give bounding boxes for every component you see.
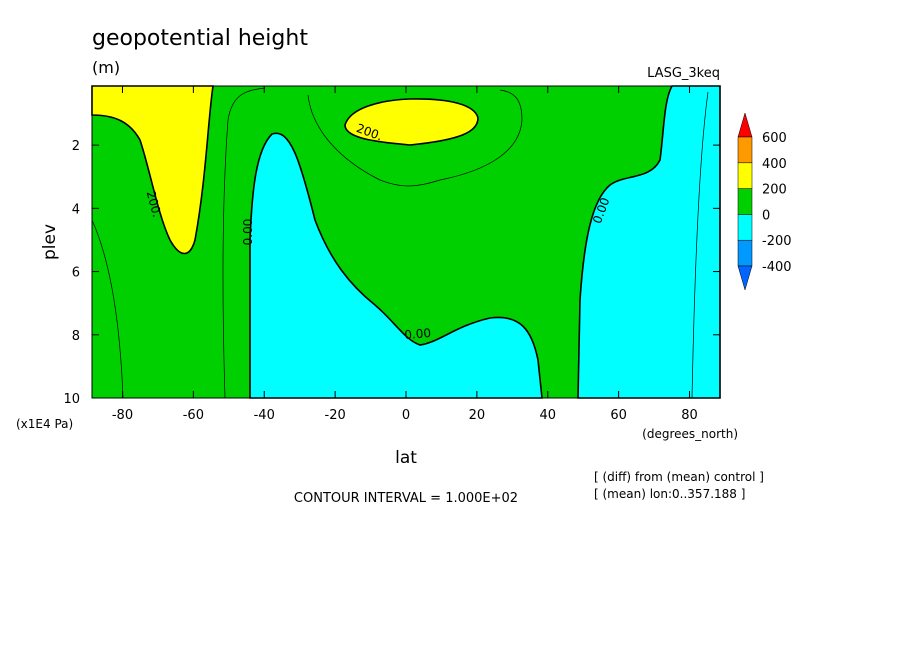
footnote: CONTOUR INTERVAL = 1.000E+02	[294, 491, 518, 506]
contour-label: 200.	[144, 189, 164, 218]
y-axis-units: (x1E4 Pa)	[16, 417, 73, 431]
x-tick-label: 20	[469, 408, 486, 423]
y-tick-label: 8	[72, 329, 80, 344]
chart-subtitle: (m)	[92, 58, 120, 77]
x-tick-label: 80	[681, 408, 698, 423]
x-tick-label: -80	[112, 408, 133, 423]
colorbar-label: 400	[762, 157, 787, 172]
region	[577, 85, 721, 399]
colorbar-box	[737, 136, 753, 164]
x-tick-label: 40	[539, 408, 556, 423]
colorbar-cap	[737, 265, 753, 291]
colorbar-label: -200	[762, 234, 792, 249]
y-tick-label: 2	[72, 139, 80, 154]
contour-line	[307, 89, 523, 187]
colorbar-label: 0	[762, 208, 770, 223]
x-tick-label: 0	[402, 408, 410, 423]
colorbar-label: -400	[762, 260, 792, 275]
x-tick-label: -60	[183, 408, 204, 423]
y-tick-label: 10	[63, 392, 80, 407]
contour-line	[691, 91, 709, 399]
x-tick-label: -20	[325, 408, 346, 423]
colorbar-box	[737, 162, 753, 189]
colorbar-box	[737, 188, 753, 215]
contour-label: 0.00	[241, 219, 255, 246]
y-tick-label: 6	[72, 266, 80, 281]
colorbar-cap	[737, 112, 753, 138]
contour-line	[222, 87, 266, 399]
contour-line	[91, 219, 124, 399]
x-axis-label: lat	[395, 448, 417, 468]
note: [ (mean) lon:0..357.188 ]	[594, 487, 745, 501]
chart-title: geopotential height	[92, 26, 308, 51]
y-axis-label: plev	[40, 224, 60, 260]
dataset-label: LASG_3keq	[647, 66, 720, 81]
region	[249, 132, 543, 399]
note: [ (diff) from (mean) control ]	[594, 470, 764, 484]
x-tick-label: 60	[610, 408, 627, 423]
colorbar-box	[737, 239, 753, 267]
colorbar-label: 200	[762, 183, 787, 198]
colorbar-box	[737, 214, 753, 241]
y-tick-label: 4	[72, 202, 80, 217]
region	[344, 98, 479, 146]
contour-label: 0.00	[404, 326, 432, 342]
colorbar-label: 600	[762, 131, 787, 146]
x-axis-units: (degrees_north)	[642, 427, 738, 441]
region	[91, 85, 214, 255]
x-tick-label: -40	[254, 408, 275, 423]
